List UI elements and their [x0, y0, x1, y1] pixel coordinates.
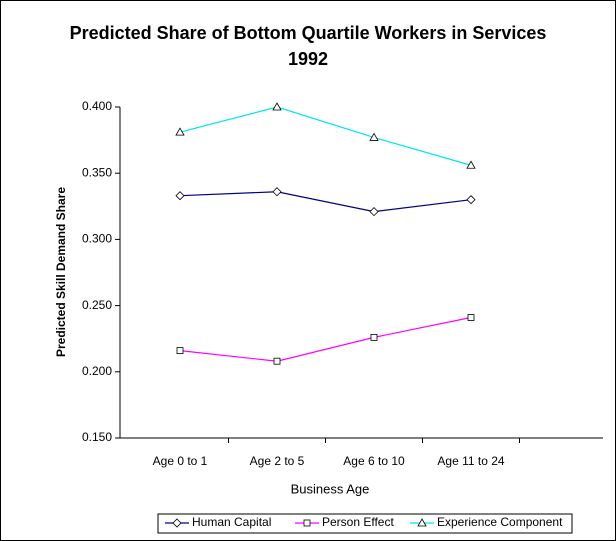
data-point: [175, 127, 185, 136]
data-point: [369, 207, 379, 217]
series-line: [179, 191, 472, 213]
data-point: [369, 132, 379, 141]
x-tick-label: Age 0 to 1: [153, 454, 208, 468]
legend-marker: [303, 519, 311, 527]
x-tick-label: Age 6 to 10: [343, 454, 405, 468]
y-tick-label: 0.350: [82, 165, 112, 179]
data-point: [272, 102, 282, 111]
data-point: [466, 195, 476, 205]
y-axis-title: Predicted Skill Demand Share: [54, 187, 68, 357]
data-point: [370, 333, 378, 341]
x-tick-label: Age 11 to 24: [437, 454, 504, 468]
legend-marker: [417, 518, 427, 527]
x-axis-title: Business Age: [291, 481, 370, 496]
data-point: [176, 347, 184, 355]
data-point: [175, 191, 185, 201]
y-tick-label: 0.150: [82, 430, 112, 444]
legend-label: Person Effect: [322, 515, 394, 529]
data-point: [273, 357, 281, 365]
legend-marker: [172, 518, 182, 528]
legend-box: [157, 513, 573, 534]
data-point: [272, 187, 282, 197]
x-tick-label: Age 2 to 5: [250, 454, 305, 468]
y-tick-label: 0.400: [82, 99, 112, 113]
data-point: [467, 314, 475, 321]
series-line: [179, 106, 472, 166]
data-point: [466, 160, 476, 169]
y-tick-label: 0.300: [82, 232, 112, 246]
y-tick-label: 0.200: [82, 364, 112, 378]
legend-label: Human Capital: [192, 515, 271, 529]
series-line: [179, 316, 472, 362]
legend-label: Experience Component: [437, 515, 563, 529]
y-tick-label: 0.250: [82, 298, 112, 312]
chart-title: Predicted Share of Bottom Quartile Worke…: [69, 23, 547, 69]
